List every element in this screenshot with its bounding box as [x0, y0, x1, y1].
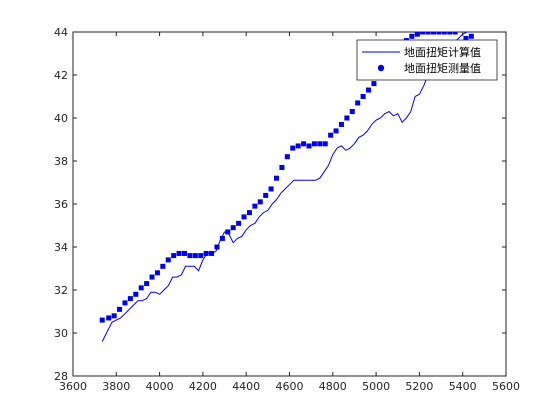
legend-box	[356, 39, 498, 81]
legend: 地面扭矩计算值 地面扭矩测量值	[356, 39, 498, 81]
data-point-measured	[463, 35, 469, 41]
data-point-measured	[171, 253, 177, 259]
data-point-measured	[117, 306, 123, 312]
y-tick-label: 32	[54, 284, 68, 297]
data-point-measured	[290, 145, 296, 151]
y-tick-label: 30	[54, 327, 68, 340]
data-point-measured	[149, 274, 155, 280]
data-point-measured	[436, 32, 442, 35]
data-point-measured	[349, 109, 355, 115]
x-tick-label: 4400	[232, 380, 260, 393]
data-point-measured	[328, 132, 334, 138]
data-point-measured	[279, 164, 285, 170]
data-point-measured	[246, 210, 252, 216]
data-point-measured	[122, 300, 128, 306]
y-tick-label: 42	[54, 69, 68, 82]
data-point-measured	[366, 87, 372, 93]
plot-area	[72, 31, 507, 377]
data-point-measured	[468, 33, 474, 39]
data-point-measured	[176, 250, 182, 256]
data-point-measured	[295, 143, 301, 149]
data-point-measured	[425, 32, 431, 35]
data-point-measured	[192, 253, 198, 259]
x-tick-label: 4600	[276, 380, 304, 393]
data-point-measured	[268, 186, 274, 192]
data-point-measured	[371, 81, 377, 87]
data-point-measured	[209, 250, 215, 256]
data-point-measured	[160, 263, 166, 269]
data-point-measured	[409, 33, 415, 39]
x-tick-label: 3600	[59, 380, 87, 393]
data-point-measured	[236, 220, 242, 226]
data-point-measured	[333, 128, 339, 134]
data-point-measured	[154, 270, 160, 276]
data-point-measured	[447, 32, 453, 35]
data-point-measured	[338, 121, 344, 127]
data-point-measured	[187, 253, 193, 259]
data-point-measured	[127, 296, 133, 302]
y-tick-label: 34	[54, 241, 68, 254]
data-point-measured	[241, 214, 247, 220]
data-point-measured	[214, 244, 220, 250]
data-point-measured	[301, 141, 307, 147]
legend-marker-sample	[377, 64, 385, 72]
data-point-measured	[311, 141, 317, 147]
x-tick-label: 4200	[189, 380, 217, 393]
data-point-measured	[230, 225, 236, 231]
data-point-measured	[452, 32, 458, 35]
data-point-measured	[344, 115, 350, 121]
data-point-measured	[144, 281, 150, 287]
x-tick-label: 4000	[146, 380, 174, 393]
y-tick-label: 36	[54, 198, 68, 211]
data-point-measured	[165, 257, 171, 263]
data-point-measured	[257, 199, 263, 205]
data-point-measured	[441, 32, 447, 35]
x-tick-label: 5400	[449, 380, 477, 393]
x-tick-label: 3800	[102, 380, 130, 393]
data-point-measured	[181, 250, 187, 256]
data-point-measured	[263, 192, 269, 198]
data-point-measured	[430, 32, 436, 35]
data-point-measured	[360, 94, 366, 99]
data-point-measured	[198, 253, 204, 259]
legend-label-calculated: 地面扭矩计算值	[404, 45, 481, 59]
data-point-measured	[317, 141, 323, 147]
data-point-measured	[274, 175, 280, 181]
data-point-measured	[225, 229, 231, 235]
x-tick-label: 5200	[405, 380, 433, 393]
data-point-measured	[219, 235, 225, 241]
legend-label-measured: 地面扭矩测量值	[404, 61, 481, 75]
data-point-measured	[414, 32, 420, 37]
y-tick-label: 44	[54, 26, 68, 39]
x-tick-label: 5000	[362, 380, 390, 393]
data-point-measured	[322, 141, 328, 147]
data-point-measured	[111, 313, 117, 319]
data-point-measured	[420, 32, 426, 35]
axis-ticks: 3600 3800 4000 4200 4400 4600 4800 5000 5200 5400…	[54, 26, 520, 393]
x-tick-label: 4800	[319, 380, 347, 393]
data-point-measured	[106, 315, 112, 321]
data-point-measured	[355, 100, 361, 106]
data-point-measured	[284, 154, 290, 160]
data-point-measured	[252, 203, 258, 209]
y-tick-label: 40	[54, 112, 68, 125]
data-point-measured	[203, 250, 209, 256]
data-point-measured	[306, 143, 312, 149]
series-line-calculated	[101, 32, 472, 342]
data-point-measured	[99, 317, 105, 323]
data-point-measured	[138, 285, 144, 291]
x-tick-label: 5600	[492, 380, 520, 393]
y-tick-label: 38	[54, 155, 68, 168]
data-point-measured	[133, 291, 139, 297]
y-tick-label: 28	[54, 370, 68, 383]
